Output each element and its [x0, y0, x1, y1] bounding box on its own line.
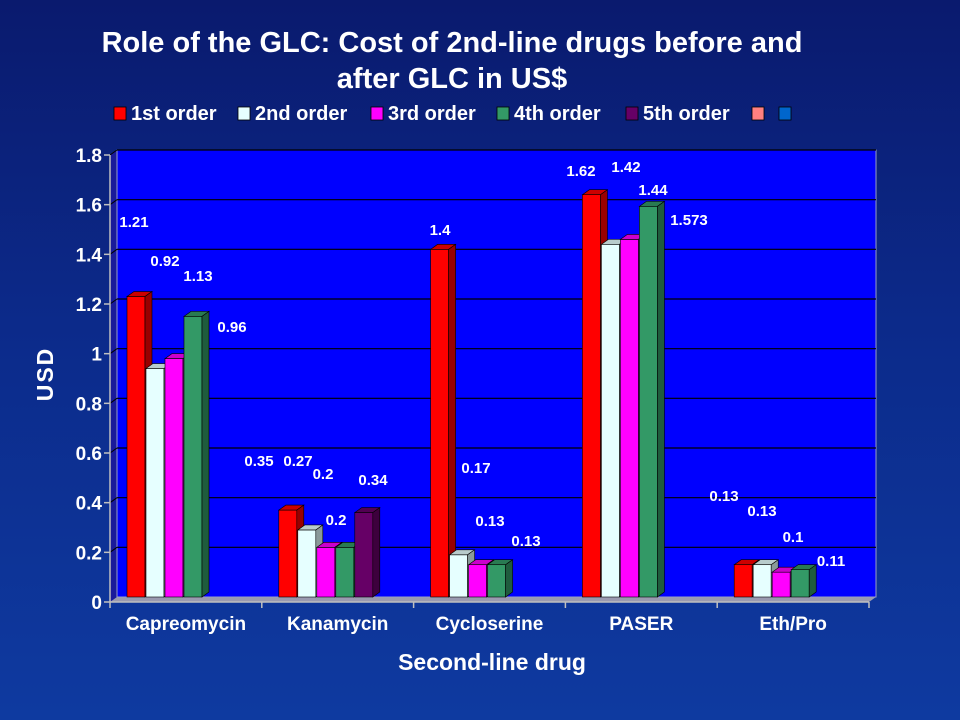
legend-item: 5th order: [625, 103, 730, 125]
y-tick-label: 1: [91, 345, 102, 366]
legend-item: 4th order: [496, 103, 601, 125]
x-category-label: PASER: [609, 614, 673, 635]
legend-swatch: [625, 106, 639, 121]
bar: [353, 506, 381, 598]
data-label: 0.34: [358, 472, 388, 489]
data-label: 0.96: [217, 319, 246, 336]
legend-swatch: [751, 106, 765, 121]
legend-swatch: [237, 106, 251, 121]
plot-side-wall: [110, 150, 117, 602]
gridline-side: [109, 298, 118, 305]
y-tick-label: 0.6: [76, 444, 102, 465]
bar: [183, 310, 210, 598]
x-category-label: Kanamycin: [287, 614, 388, 635]
chart-title-line1: Role of the GLC: Cost of 2nd-line drugs …: [102, 27, 803, 59]
gridline-side: [109, 497, 118, 504]
x-category-label: Cycloserine: [436, 614, 544, 635]
legend-item: [751, 106, 765, 121]
data-label: 0.35: [244, 453, 273, 470]
gridline-side: [109, 248, 118, 255]
data-label: 1.44: [638, 182, 668, 199]
data-label: 1.13: [183, 268, 212, 285]
legend-item: [778, 106, 792, 121]
data-label: 1.42: [611, 159, 640, 176]
data-label: 0.1: [783, 529, 804, 546]
legend-swatch: [370, 106, 384, 121]
gridline-side: [109, 199, 118, 206]
data-label: 0.2: [326, 512, 347, 529]
y-tick-label: 1.8: [76, 146, 102, 167]
plot-back-wall: [116, 149, 877, 598]
data-label: 0.13: [709, 488, 738, 505]
legend-swatch: [496, 106, 510, 121]
data-label: 0.13: [747, 503, 776, 520]
data-label: 1.21: [119, 214, 148, 231]
data-label: 0.27: [283, 453, 312, 470]
data-label: 0.11: [817, 553, 845, 570]
bar: [638, 200, 666, 598]
legend-swatch: [778, 106, 792, 121]
bar: [790, 564, 818, 598]
legend-item: 2nd order: [237, 103, 347, 125]
y-tick-label: 0.4: [76, 494, 103, 515]
x-axis-categories: Capreomycin Kanamycin Cycloserine PASER Eth/…: [109, 601, 870, 635]
x-category-label: Eth/Pro: [759, 614, 827, 635]
legend-item: 3rd order: [370, 103, 476, 125]
y-axis-ticks: 0 0.2 0.4 0.6 0.8 1 1.2 1.4 1.6 1.8: [76, 146, 111, 614]
data-label: 0.92: [150, 253, 179, 270]
y-tick-label: 1.2: [76, 295, 102, 316]
bar: [429, 243, 457, 598]
x-category-label: Capreomycin: [126, 614, 246, 635]
legend-label: 2nd order: [255, 103, 347, 125]
legend-label: 4th order: [514, 103, 601, 125]
y-tick-label: 0: [91, 593, 102, 614]
y-tick-label: 0.2: [76, 543, 102, 564]
y-tick-label: 1.4: [76, 245, 103, 266]
legend-label: 3rd order: [388, 103, 476, 125]
data-label: 1.4: [430, 222, 452, 239]
gridline-side: [109, 149, 118, 156]
data-labels: 1.210.921.130.960.35 0.270.2 0.340.21.40.1…: [119, 159, 845, 570]
data-label: 0.13: [511, 533, 540, 550]
x-axis-title: Second-line drug: [398, 649, 586, 675]
y-axis-title: USD: [32, 347, 58, 402]
gridline-side: [109, 348, 118, 355]
data-label: 1.62: [566, 163, 595, 180]
y-tick-label: 0.8: [76, 394, 102, 415]
legend-label: 5th order: [643, 103, 730, 125]
data-label: 0.17: [461, 460, 490, 477]
gridline-side: [109, 447, 118, 454]
legend-label: 1st order: [131, 103, 217, 125]
legend-swatch: [113, 106, 127, 121]
data-label: 0.2: [313, 466, 334, 483]
legend: 1st order 2nd order 3rd order 4th order 5th …: [113, 103, 792, 125]
gridline-side: [109, 397, 118, 404]
legend-item: 1st order: [113, 103, 217, 125]
plot-floor: [110, 597, 876, 602]
bars: [126, 189, 818, 598]
chart-title-line2: after GLC in US$: [337, 63, 567, 95]
bar: [486, 559, 514, 598]
data-label: 1.573: [670, 212, 708, 229]
data-label: 0.13: [475, 513, 504, 530]
gridline-side: [109, 546, 118, 553]
plot-area: [109, 149, 877, 602]
y-tick-label: 1.6: [76, 196, 102, 217]
